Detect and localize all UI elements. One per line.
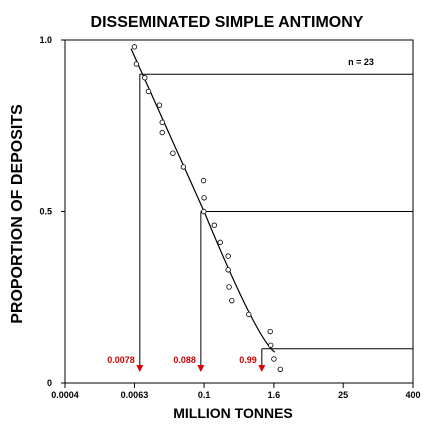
x-tick-label: 25 <box>338 390 348 400</box>
percentile-arrow <box>258 365 266 372</box>
data-point <box>267 328 273 335</box>
data-point <box>159 119 165 126</box>
x-axis-label: MILLION TONNES <box>173 405 293 421</box>
data-point <box>226 284 232 290</box>
sample-size-label: n = 23 <box>348 57 374 67</box>
x-tick-label: 0.0063 <box>121 390 149 400</box>
percentile-value-label: 0.99 <box>239 355 257 365</box>
percentile-value-label: 0.0078 <box>107 355 135 365</box>
data-point <box>246 311 252 318</box>
data-point <box>225 267 231 273</box>
x-tick-label: 1.6 <box>268 390 281 400</box>
data-point <box>133 61 140 67</box>
fitted-curve-line <box>130 48 276 353</box>
data-point <box>142 75 148 81</box>
data-point <box>156 102 163 108</box>
data-points <box>131 44 283 372</box>
data-point <box>159 129 165 136</box>
data-point <box>277 366 283 372</box>
y-axis-label: PROPORTION OF DEPOSITS <box>9 104 26 324</box>
data-point <box>201 195 207 201</box>
chart-title: DISSEMINATED SIMPLE ANTIMONY <box>91 14 364 31</box>
data-point <box>211 222 217 228</box>
data-point <box>217 239 223 246</box>
percentile-guides <box>139 73 413 366</box>
ticks: 0.0004 0.0063 0.1 1.6 25 400 0 0.5 1.0 <box>39 35 420 400</box>
percentile-value-label: 0.088 <box>173 355 196 365</box>
x-tick-label: 400 <box>405 390 420 400</box>
data-point <box>268 342 274 348</box>
data-point <box>170 150 176 156</box>
y-tick-label: 1.0 <box>39 35 52 45</box>
y-tick-label: 0 <box>47 378 52 388</box>
x-tick-label: 0.1 <box>198 390 211 400</box>
percentile-arrow <box>197 365 205 372</box>
data-point <box>131 44 138 50</box>
data-point <box>200 177 207 184</box>
data-point <box>271 356 277 362</box>
x-tick-label: 0.0004 <box>51 390 79 400</box>
data-point <box>225 253 231 259</box>
percentile-arrow <box>136 365 144 372</box>
data-point <box>201 208 207 215</box>
y-tick-label: 0.5 <box>39 207 52 217</box>
data-point <box>145 88 152 95</box>
data-point <box>229 297 235 304</box>
fitted-curve <box>130 48 276 353</box>
percentile-markers: 0.0078 0.088 0.99 <box>107 355 266 372</box>
data-point <box>180 164 187 170</box>
